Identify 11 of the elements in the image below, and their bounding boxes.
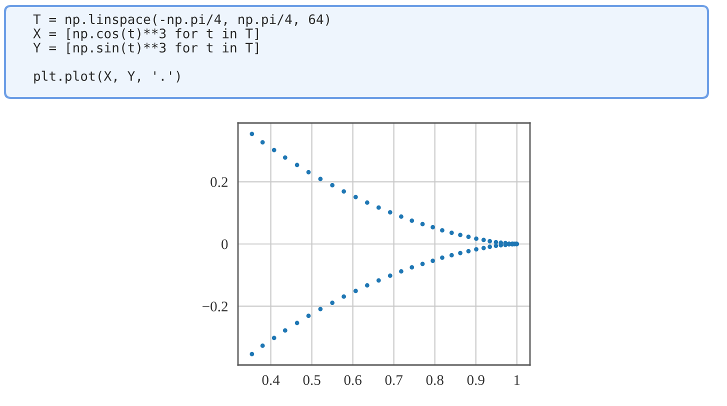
x-tick-label: 0.5 — [303, 375, 320, 386]
x-tick-label: 0.4 — [262, 375, 280, 386]
y-tick-label: 0 — [222, 239, 228, 250]
x-tick-label: 0.9 — [467, 375, 484, 386]
x-tick-label: 0.6 — [344, 375, 362, 386]
x-tick-label: 0.7 — [385, 375, 403, 386]
x-tick-label: 0.8 — [426, 375, 444, 386]
y-tick-label: 0.2 — [210, 177, 228, 188]
text: T = np.linspace(-np.pi/4, np.pi/4, 64) X = [np.cos(t)**3 for t in T] Y = [np.sin(t)**3 for t in T] plt.plot(X, Y, '.') — [33, 14, 329, 84]
y-tick-label: −0.2 — [202, 302, 228, 312]
x-tick-label: 1 — [514, 375, 520, 385]
